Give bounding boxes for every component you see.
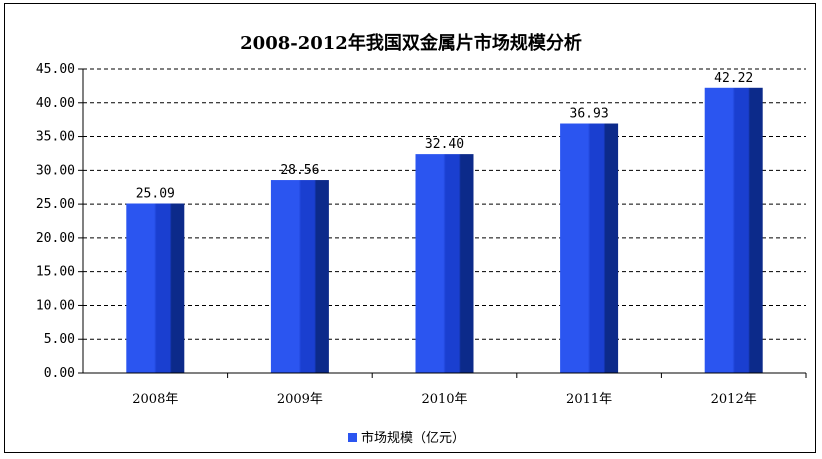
y-tick-label: 25.00 [36,197,75,212]
y-tick-label: 0.00 [44,366,75,381]
legend-label: 市场规模（亿元） [361,430,465,446]
x-axis: 2008年 2009年 2010年 2011年 2012年 [83,372,807,407]
data-label: 28.56 [280,163,319,178]
bar-2012年 [704,87,763,373]
gridlines [83,68,806,340]
chart-title: 2008-2012年我国双金属片市场规模分析 [240,32,582,54]
x-tick-label: 2008年 [132,392,178,407]
y-tick-label: 35.00 [36,130,75,145]
y-tick-label: 40.00 [36,96,75,111]
data-label: 32.40 [425,137,464,152]
y-tick-label: 10.00 [36,298,75,313]
bar-2010年 [415,154,474,373]
data-labels: 25.09 28.56 32.40 36.93 42.22 [136,71,754,202]
y-tick-label: 5.00 [44,332,75,347]
bars [126,87,763,373]
y-tick-label: 15.00 [36,265,75,280]
x-tick-label: 2010年 [421,392,467,407]
legend: 市场规模（亿元） [348,430,465,446]
x-tick-label: 2012年 [711,392,757,407]
y-tick-label: 20.00 [36,231,75,246]
y-axis: 0.00 5.00 10.00 15.00 20.00 25.00 30.00 35.00 40… [36,62,84,381]
y-tick-label: 45.00 [36,62,75,77]
bar-2011年 [560,123,619,373]
data-label: 42.22 [714,71,753,86]
x-tick-label: 2009年 [277,392,323,407]
bar-2008年 [126,203,185,373]
bar-2009年 [270,180,329,373]
y-tick-label: 30.00 [36,163,75,178]
x-tick-label: 2011年 [566,392,612,407]
data-label: 36.93 [570,107,609,122]
legend-swatch [348,433,357,442]
data-label: 25.09 [136,187,175,202]
